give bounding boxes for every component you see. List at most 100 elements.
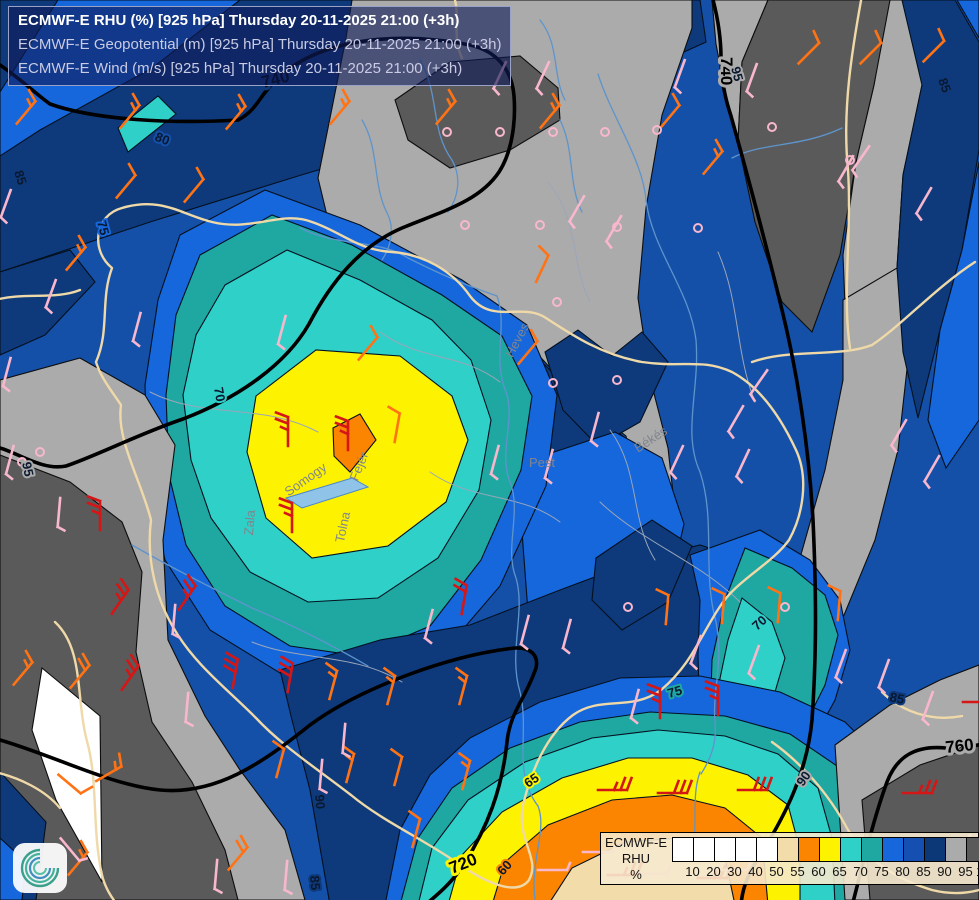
wind-barb-icon: [901, 779, 939, 795]
country-border: [750, 260, 977, 364]
wind-barb-icon: [704, 679, 720, 717]
wind-barb-icon: [382, 666, 397, 706]
legend-color-box: [693, 837, 715, 862]
wind-barb-icon: [407, 809, 422, 849]
wind-barb-icon: [334, 414, 350, 452]
country-border: [844, 0, 863, 350]
legend-color-box: [924, 837, 946, 862]
wind-barb-icon: [182, 166, 206, 204]
wind-barb-icon: [56, 772, 94, 796]
legend-color-box: [756, 837, 778, 862]
wind-barb-icon: [914, 186, 933, 222]
wind-barb-icon: [536, 861, 572, 872]
wind-barb-icon: [170, 603, 182, 640]
wind-barb-icon: [701, 138, 725, 176]
wind-barb-icon: [177, 573, 198, 612]
rhu-region-orange-sliver-left: [332, 413, 377, 473]
met-service-logo[interactable]: [12, 842, 70, 896]
wind-barb-icon: [489, 444, 501, 481]
wind-barb-icon: [922, 454, 941, 490]
wind-barb-icon: [452, 577, 469, 616]
calm-wind-icon: [623, 602, 633, 612]
legend-color-box: [903, 837, 925, 862]
wind-barb-icon: [4, 444, 16, 481]
wind-barb-icon: [434, 88, 458, 126]
wind-barb-icon: [796, 29, 821, 66]
calm-wind-icon: [845, 155, 855, 165]
forecast-title-panel: ECMWF-E RHU (%) [925 hPa] Thursday 20-11…: [8, 6, 512, 86]
wind-barb-icon: [767, 585, 783, 624]
legend-color-box: [798, 837, 820, 862]
wind-barb-icon: [386, 405, 402, 444]
wind-barb-icon: [534, 60, 551, 96]
wind-barb-icon: [596, 776, 634, 792]
wind-barb-icon: [516, 328, 540, 366]
geopotential-contour: [711, 0, 818, 900]
wind-barb-icon: [920, 690, 935, 727]
wind-barb-icon: [827, 583, 843, 622]
rhu-contour-label: 85: [11, 168, 30, 186]
legend-color-box: [819, 837, 841, 862]
wind-barb-icon: [746, 644, 761, 681]
wind-barb-icon: [68, 652, 92, 690]
wind-barb-icon: [43, 278, 58, 315]
wind-barb-icon: [876, 658, 891, 695]
wind-barb-icon: [66, 839, 90, 877]
wind-barb-icon: [64, 234, 88, 272]
country-border: [94, 203, 805, 889]
wind-barb-icon: [118, 92, 142, 130]
river: [131, 544, 369, 667]
legend-param-label: RHU: [621, 851, 651, 866]
country-border: [53, 620, 116, 900]
wind-barb-icon: [282, 859, 294, 896]
county-line: [429, 471, 561, 523]
title-wind-line: ECMWF-E Wind (m/s) [925 hPa] Thursday 20…: [18, 60, 463, 77]
wind-barb-icon: [14, 88, 38, 126]
rhu-region-blue-corner-tr: [956, 0, 979, 40]
wind-barb-icon: [543, 448, 555, 485]
wind-barb-icon: [567, 194, 586, 230]
wind-barb-icon: [86, 494, 102, 532]
geopotential-contour: [0, 646, 539, 900]
wind-barb-icon: [921, 27, 946, 64]
calm-wind-icon: [612, 222, 622, 232]
wind-barb-icon: [668, 444, 685, 480]
wind-barb-icon: [212, 858, 224, 895]
rhu-region-navy-center-prong: [544, 329, 669, 447]
calm-wind-icon: [693, 223, 703, 233]
wind-barb-icon: [224, 93, 248, 131]
legend-tick-label: 40: [748, 864, 763, 879]
wind-barb-icon: [274, 410, 290, 448]
legend-tick-label: 95: [958, 864, 973, 879]
wind-barb-icon: [94, 752, 124, 783]
legend-tick-label: 90: [937, 864, 952, 879]
calm-wind-icon: [535, 220, 545, 230]
geopotential-contour: [0, 36, 517, 469]
rhu-region-white-region: [31, 666, 103, 883]
wind-barb-icon: [356, 324, 380, 362]
wind-barb-icon: [183, 691, 195, 728]
wind-barb-icon: [672, 58, 687, 95]
wind-barb-icon: [317, 758, 329, 795]
county-line: [251, 641, 403, 683]
legend-color-box: [735, 837, 757, 862]
rhu-contour-label: 95: [19, 461, 37, 478]
wind-barb-icon: [538, 92, 562, 130]
wind-barb-icon: [222, 651, 240, 690]
legend-color-box: [882, 837, 904, 862]
legend-titles: ECMWF-E RHU %: [601, 835, 671, 883]
legend-tick-label: 70: [853, 864, 868, 879]
calm-wind-icon: [548, 378, 558, 388]
county-line: [609, 429, 656, 561]
legend-tick-label: 60: [811, 864, 826, 879]
legend-color-scale: [672, 837, 979, 862]
wind-barb-icon: [655, 587, 671, 626]
rhu-region-blue-right-sliver: [927, 161, 979, 470]
wind-barb-icon: [58, 836, 89, 863]
county-line: [149, 391, 319, 433]
lake-balaton: [284, 477, 370, 509]
legend-tick-label: 10: [685, 864, 700, 879]
rhu-region-cyan-sliver-topleft: [117, 95, 177, 153]
wind-barb-icon: [561, 618, 573, 655]
